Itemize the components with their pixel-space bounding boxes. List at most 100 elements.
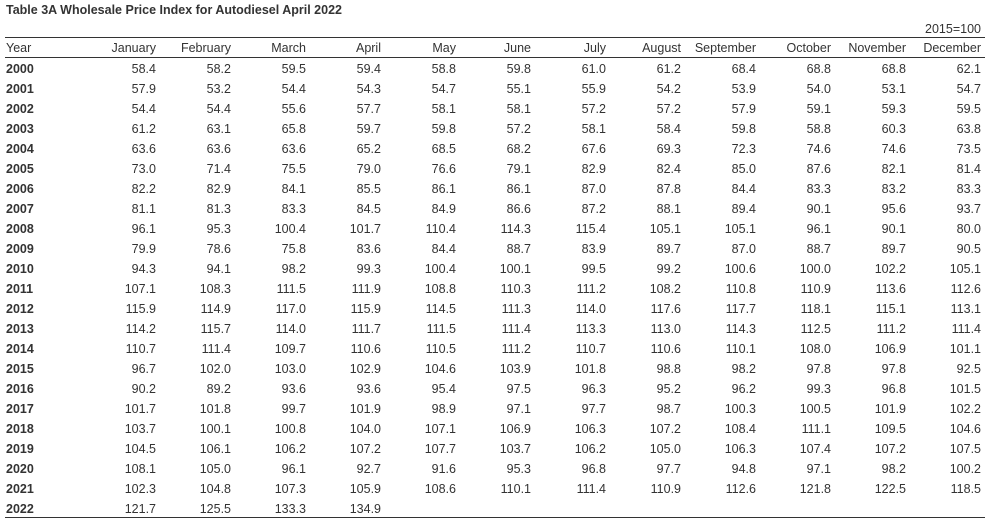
index-value: 61.2 [131,122,156,136]
index-value: 113.1 [950,302,981,316]
index-value: 78.6 [206,242,231,256]
index-value: 101.8 [574,362,606,376]
index-value: 104.6 [424,362,456,376]
index-value: 106.3 [574,422,606,436]
column-header: August [642,41,681,55]
index-value: 88.7 [506,242,531,256]
index-value: 95.3 [506,462,531,476]
index-value: 97.5 [506,382,531,396]
index-value: 79.9 [131,242,156,256]
row-year: 2015 [6,362,34,376]
index-value: 117.7 [725,302,756,316]
index-value: 95.4 [431,382,456,396]
index-value: 103.0 [274,362,306,376]
row-year: 2014 [6,342,34,356]
index-value: 74.6 [806,142,831,156]
index-value: 59.7 [356,122,381,136]
index-value: 53.1 [881,82,906,96]
index-value: 53.9 [731,82,756,96]
index-value: 111.2 [576,282,606,296]
index-value: 121.7 [124,502,156,516]
index-value: 54.7 [431,82,456,96]
index-value: 110.9 [650,482,681,496]
index-value: 92.7 [356,462,381,476]
index-value: 63.6 [281,142,306,156]
index-value: 107.5 [949,442,981,456]
index-value: 97.7 [581,402,606,416]
index-value: 97.1 [806,462,831,476]
index-value: 68.4 [731,62,756,76]
index-value: 58.4 [131,62,156,76]
row-year: 2002 [6,102,34,116]
index-value: 67.6 [581,142,606,156]
index-value: 109.7 [274,342,306,356]
index-value: 73.0 [131,162,156,176]
index-value: 100.4 [424,262,456,276]
index-value: 94.8 [731,462,756,476]
row-year: 2018 [6,422,34,436]
index-value: 82.2 [131,182,156,196]
index-value: 58.8 [806,122,831,136]
index-value: 83.6 [356,242,381,256]
index-value: 89.7 [881,242,906,256]
index-value: 90.1 [881,222,906,236]
index-value: 105.1 [724,222,756,236]
index-value: 100.1 [199,422,231,436]
index-value: 113.3 [575,322,606,336]
index-value: 72.3 [731,142,756,156]
index-value: 108.6 [424,482,456,496]
index-value: 114.9 [200,302,231,316]
index-value: 114.2 [125,322,156,336]
index-value: 96.1 [281,462,306,476]
column-header: October [786,41,831,55]
index-value: 98.9 [431,402,456,416]
index-value: 98.2 [731,362,756,376]
index-value: 96.7 [131,362,156,376]
index-value: 96.8 [581,462,606,476]
index-value: 125.5 [199,502,231,516]
index-value: 118.5 [950,482,981,496]
index-value: 93.6 [356,382,381,396]
index-value: 99.7 [281,402,306,416]
index-value: 104.5 [124,442,156,456]
column-header: April [355,41,381,55]
index-value: 84.1 [281,182,306,196]
index-value: 57.9 [131,82,156,96]
index-value: 107.2 [349,442,381,456]
index-value: 58.1 [581,122,606,136]
index-value: 100.0 [799,262,831,276]
index-value: 83.2 [881,182,906,196]
index-value: 111.4 [501,322,531,336]
index-value: 114.0 [275,322,306,336]
index-value: 63.8 [956,122,981,136]
bottom-rule [5,517,985,518]
index-value: 87.8 [656,182,681,196]
index-value: 87.0 [731,242,756,256]
index-value: 110.6 [650,342,681,356]
index-value: 90.2 [131,382,156,396]
index-value: 106.9 [499,422,531,436]
index-value: 105.1 [949,262,981,276]
index-value: 96.3 [581,382,606,396]
index-value: 110.1 [725,342,756,356]
index-value: 88.7 [806,242,831,256]
index-value: 79.1 [506,162,531,176]
index-value: 59.8 [431,122,456,136]
index-value: 58.1 [431,102,456,116]
index-value: 99.5 [581,262,606,276]
index-value: 106.2 [274,442,306,456]
index-value: 105.1 [649,222,681,236]
index-value: 71.4 [206,162,231,176]
index-value: 68.5 [431,142,456,156]
row-year: 2000 [6,62,34,76]
index-value: 113.6 [875,282,906,296]
index-value: 110.6 [350,342,381,356]
index-value: 104.8 [199,482,231,496]
column-header: Year [6,41,32,55]
row-year: 2022 [6,502,34,516]
index-value: 105.0 [649,442,681,456]
header-rule [5,57,985,58]
column-header: January [111,41,156,55]
index-value: 105.0 [199,462,231,476]
index-value: 83.9 [581,242,606,256]
